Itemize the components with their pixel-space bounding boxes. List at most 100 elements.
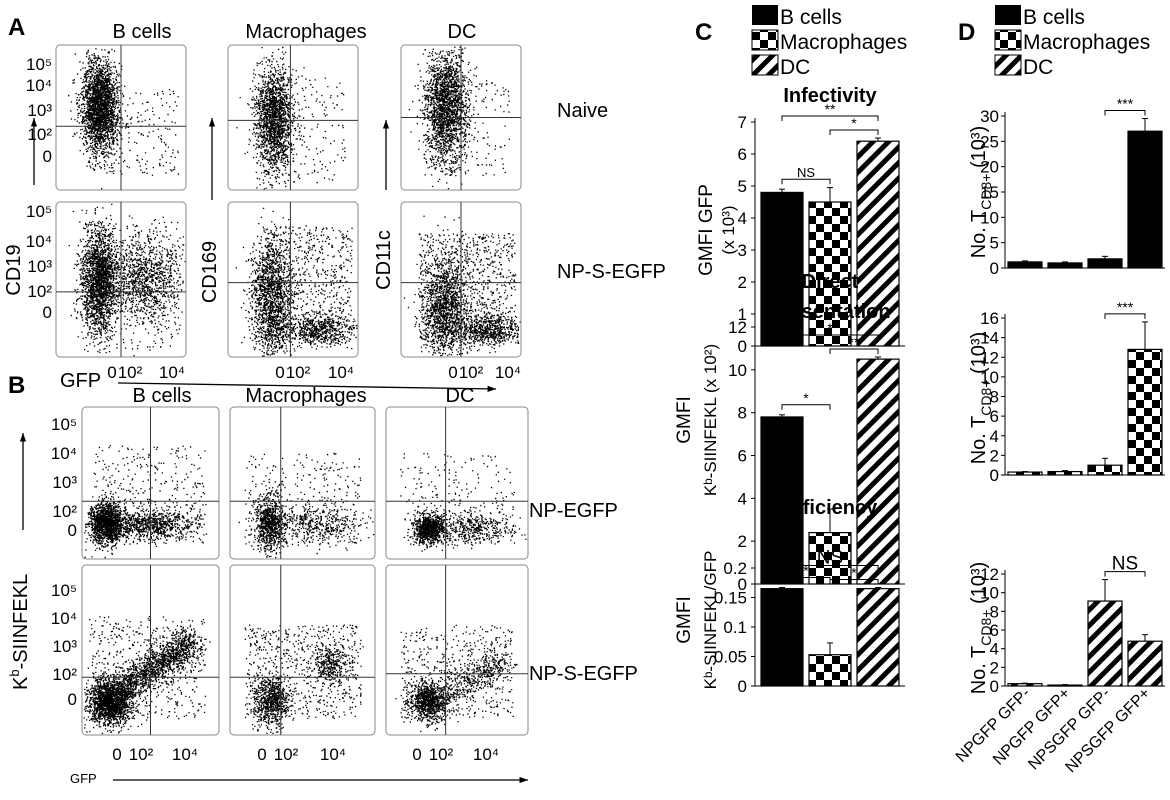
a-dc-xtick: 10⁴ [495,363,521,382]
panel-a-label: A [8,14,25,41]
y-tick-label: 12 [980,348,999,367]
panel-a-ylabel-cd11c: CD11c [373,230,395,290]
a-gfp-arrow-head [487,385,496,392]
bar-0 [760,588,804,687]
b-np-dc [385,406,529,560]
y-tick-label: 8 [738,404,747,423]
significance-bracket [1104,110,1146,116]
bar-1 [808,531,852,585]
y-tick-label: 15 [980,183,999,202]
b-bot-ytick: 10⁵ [51,581,77,600]
bar-0 [1007,683,1043,687]
y-axis-label: GMFI GFP [696,184,717,276]
b-mac-xtick: 0 [257,745,266,764]
a-naive-mac [227,44,359,191]
chart-title: Direct [802,271,859,293]
significance-label: NS [797,165,815,180]
b-s-dc-frame [385,564,529,736]
significance-label: NS [1112,554,1138,575]
panel-c-legend-swatch-macrophages [751,29,779,51]
panel-b-ylabel: Kb-SIINFEKL [7,574,32,690]
significance-label: * [851,564,857,580]
bar-2 [856,358,900,585]
y-tick-label: 8 [990,388,999,407]
panel-a-xlabel-gfp: GFP [60,370,101,392]
y-tick-label: 6 [990,407,999,426]
significance-bracket [829,129,879,135]
panel-b-row-npegfp: NP-EGFP [529,500,618,522]
y-tick-label: 10 [980,584,999,603]
y-tick-label: 0.15 [714,589,747,608]
bar-2 [1087,464,1123,476]
bar-2 [856,140,900,347]
panel-c: C B cells Macrophages DC [695,5,907,79]
bar-1 [1047,470,1083,476]
bar-0 [1007,471,1043,476]
significance-bracket [1104,571,1146,577]
bar-1 [808,201,852,347]
a-np-mac-frame [227,201,359,358]
panel-a-ylabel-cd169: CD169 [199,241,221,303]
y-tick-label: 4 [738,209,747,228]
b-np-mac [229,406,376,560]
y-tick-label: 2 [990,446,999,465]
panel-a-row-npsegfp: NP-S-EGFP [557,261,666,283]
b-dc-xtick: 10² [429,745,454,764]
a-bot-ytick: 10⁵ [26,202,52,221]
b-top-ytick: 10⁵ [51,415,77,434]
panel-d-legend-bcells: B cells [1023,6,1085,29]
a-mac-xtick: 0 [275,363,284,382]
b-np-bcells-events [84,445,208,559]
bar-2 [1087,258,1123,269]
panel-c-legend-dc: DC [780,56,810,79]
significance-label: * [827,320,833,336]
b-s-dc-events [395,624,518,732]
b-mac-xtick: 10⁴ [320,745,346,764]
bar-1 [1047,684,1083,687]
b-np-bcells [81,406,220,560]
y-axis-label: No. TCD8+ (10³) [968,126,994,259]
panel-d-legend-macrophages: Macrophages [1023,31,1150,54]
bar-0 [1007,261,1043,269]
significance-label: * [803,562,809,578]
a-bot-ytick: 10⁴ [26,232,52,251]
bar-2 [856,588,900,687]
bar-1 [808,654,852,687]
panel-b-col-macrophages: Macrophages [245,385,366,407]
b-s-bcells [81,564,220,736]
panel-d-label: D [958,19,975,46]
panel-c-legend-macrophages: Macrophages [780,31,907,54]
bar-1 [1047,262,1083,269]
b-top-ytick: 10³ [52,473,77,492]
y-tick-label: 6 [738,145,747,164]
significance-label: *** [1117,96,1134,112]
a-bcells-xtick: 10² [118,363,143,382]
a-mac-xtick: 10⁴ [328,363,354,382]
significance-bracket [1104,313,1146,319]
y-tick-label: 20 [980,158,999,177]
bar-0 [760,191,804,347]
significance-bracket [781,334,879,340]
a-cd11c-arrow-head [382,120,390,129]
b-np-dc-frame [385,406,529,560]
a-gfp-arrow [117,382,497,390]
panel-d: D B cells Macrophages DC [958,5,1150,79]
panel-a-col-dc: DC [448,21,477,43]
y-tick-label: 2 [738,273,747,292]
y-tick-label: 1 [738,305,747,324]
a-top-ytick: 10² [27,125,52,144]
panel-d-legend-dc: DC [1023,56,1053,79]
y-tick-label: 0 [990,677,999,696]
panel-b-col-dc: DC [446,385,475,407]
b-np-mac-frame [229,406,376,560]
y-axis-label-line2: Kᵇ-SIINFEKL (x 10²) [701,344,720,496]
b-bot-ytick: 10⁴ [51,609,77,628]
a-cd169-arrow-head [208,118,216,127]
bar-chart-C-efficiency: 0 0.05 0.1 0.15 0.2 * NS * Efficiency GMFI Kᵇ-SIIN… [674,497,905,696]
a-dc-xtick: 0 [448,363,457,382]
bar-2 [1087,600,1123,687]
a-top-ytick: 10³ [27,101,52,120]
y-axis-label: No. TCD8+ (10³) [968,332,994,465]
